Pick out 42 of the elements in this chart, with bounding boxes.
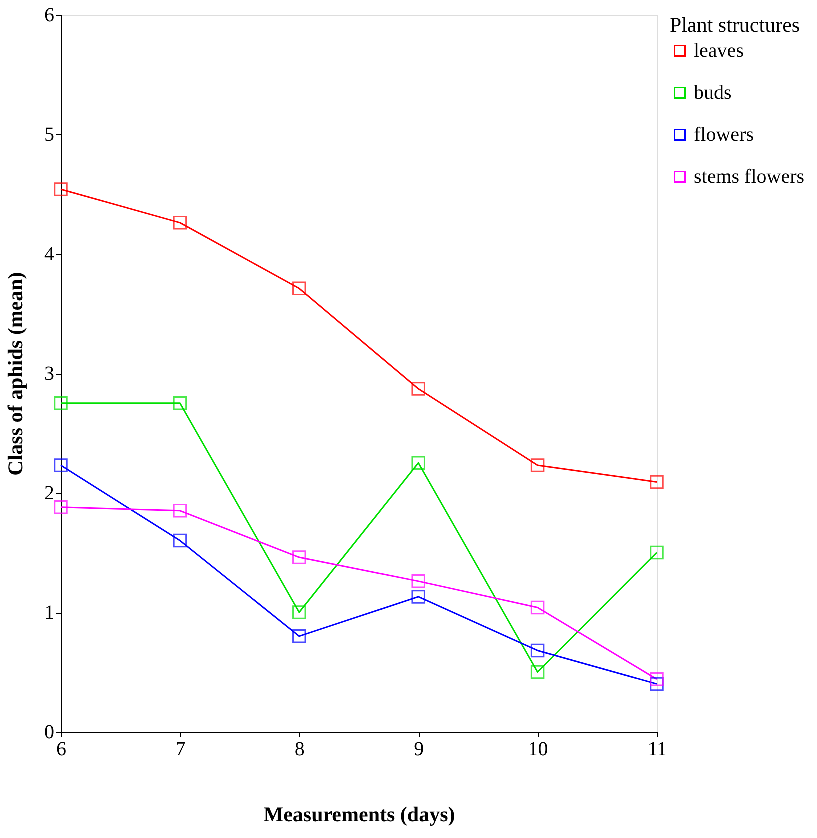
- point: [292, 550, 306, 564]
- legend-title: Plant structures: [670, 13, 800, 37]
- legend-label: leaves: [694, 40, 744, 62]
- x-axis-title: Measurements (days): [264, 802, 456, 826]
- point: [54, 396, 68, 410]
- point: [412, 574, 426, 588]
- point: [530, 600, 545, 615]
- y-tick-label: 4: [44, 244, 54, 266]
- x-tick-label: 11: [648, 738, 668, 760]
- point: [530, 458, 545, 472]
- point: [292, 606, 306, 620]
- point: [530, 644, 545, 658]
- point: [54, 500, 68, 514]
- point: [650, 546, 664, 560]
- x-tick-label: 9: [414, 738, 424, 760]
- point: [292, 630, 306, 644]
- point: [54, 458, 68, 472]
- x-tick-label: 8: [294, 738, 305, 760]
- point: [173, 216, 188, 230]
- y-tick-label: 0: [44, 722, 54, 744]
- x-tick-label: 7: [176, 738, 186, 760]
- point: [530, 665, 545, 680]
- legend-label: flowers: [694, 124, 754, 146]
- point: [173, 396, 188, 410]
- point: [650, 672, 664, 686]
- y-tick-label: 2: [44, 482, 54, 504]
- y-tick-label: 1: [44, 602, 54, 624]
- point: [412, 382, 426, 396]
- point: [173, 534, 188, 548]
- legend-label: stems flowers: [694, 166, 805, 188]
- x-tick-label: 10: [528, 738, 548, 760]
- point: [292, 282, 306, 296]
- y-tick-label: 3: [44, 363, 54, 385]
- point: [54, 182, 68, 196]
- y-axis-title: Class of aphids (mean): [4, 272, 28, 476]
- y-tick-label: 6: [44, 4, 54, 26]
- y-tick-label: 5: [44, 124, 54, 146]
- point: [650, 475, 664, 490]
- legend-label: buds: [694, 82, 732, 104]
- point: [412, 590, 426, 604]
- point: [412, 456, 426, 470]
- point: [173, 504, 188, 518]
